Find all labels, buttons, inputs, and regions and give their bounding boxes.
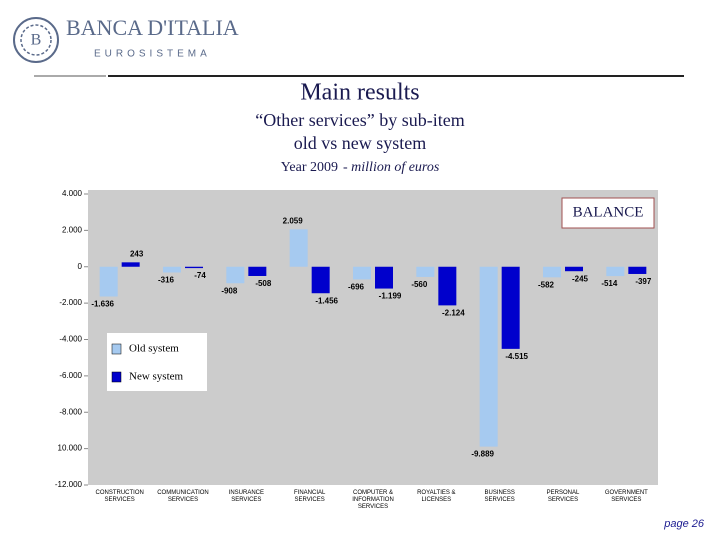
y-tick-label: -8.000	[59, 407, 82, 416]
data-label: -908	[221, 286, 238, 295]
x-tick-label: ROYALTIES & LICENSES	[417, 490, 456, 503]
legend-label: New system	[129, 371, 184, 383]
bar	[438, 266, 457, 306]
bar	[375, 266, 393, 289]
x-tick-label: PERSONAL SERVICES	[546, 490, 580, 503]
subtitle: old vs new system	[294, 133, 427, 153]
legend-swatch	[111, 343, 122, 355]
data-label: -4.515	[505, 352, 528, 361]
unit: - million of euros	[343, 160, 440, 175]
legend-swatch	[111, 371, 122, 383]
chart-title: Main results	[300, 80, 419, 106]
data-label: 243	[130, 249, 144, 258]
data-label: -74	[194, 271, 206, 280]
data-label: -1.456	[315, 296, 338, 305]
logo-text: BANCA D'ITALIA	[66, 15, 239, 40]
data-label: 2.059	[283, 216, 304, 225]
x-tick-label: INSURANCE SERVICES	[228, 490, 264, 503]
bar	[226, 266, 245, 284]
bar	[311, 266, 330, 294]
data-label: -1.199	[379, 292, 402, 301]
y-tick-label: 4.000	[62, 189, 83, 198]
bar	[416, 266, 435, 277]
bar	[628, 266, 647, 274]
page-number: page 26	[663, 518, 705, 530]
y-tick-label: -2.000	[59, 298, 82, 307]
y-tick-label: 2.000	[62, 225, 83, 234]
bar	[185, 266, 203, 269]
bar	[289, 229, 308, 267]
bar	[501, 266, 520, 349]
data-label: -2.124	[442, 308, 465, 317]
legend-label: Old system	[129, 343, 179, 355]
bar	[543, 266, 561, 278]
x-tick-label: FINANCIAL SERVICES	[293, 490, 326, 503]
bar	[353, 266, 371, 280]
bar	[248, 266, 267, 276]
subtitle: “Other services” by sub-item	[255, 110, 464, 130]
logo-subtext: EUROSISTEMA	[94, 49, 211, 60]
y-tick-label: 0	[78, 262, 83, 271]
x-tick-label: CONSTRUCTION SERVICES	[95, 490, 144, 503]
x-tick-label: BUSINESS SERVICES	[484, 490, 515, 503]
data-label: -316	[158, 276, 175, 285]
data-label: -1.636	[91, 300, 114, 309]
y-tick-label: 10.000	[58, 444, 83, 453]
annotation-box	[561, 197, 655, 229]
bar	[163, 266, 181, 273]
svg-text:B: B	[31, 32, 42, 49]
y-tick-label: -4.000	[59, 335, 82, 344]
data-label: -9.889	[471, 450, 494, 459]
data-label: -560	[411, 280, 428, 289]
annotation: BALANCE	[573, 204, 644, 220]
logo-emblem: B	[13, 17, 59, 63]
data-label: -245	[572, 274, 589, 283]
legend-box	[107, 333, 207, 391]
bar	[606, 266, 625, 277]
data-label: -397	[635, 277, 652, 286]
bar	[121, 262, 140, 267]
data-label: -514	[601, 279, 618, 288]
data-label: -582	[538, 280, 555, 289]
data-label: -508	[255, 279, 272, 288]
data-label: -696	[348, 283, 365, 292]
bar	[99, 266, 118, 297]
bar	[565, 266, 583, 272]
bar	[479, 266, 498, 447]
x-tick-label: COMPUTER & INFORMATION SERVICES	[352, 490, 394, 510]
y-tick-label: -12.000	[55, 480, 83, 489]
x-tick-label: COMMUNICATION SERVICES	[157, 490, 209, 503]
x-tick-label: GOVERNMENT SERVICES	[604, 490, 648, 503]
y-tick-label: -6.000	[59, 371, 82, 380]
unit-prefix: Year 2009	[281, 160, 338, 175]
